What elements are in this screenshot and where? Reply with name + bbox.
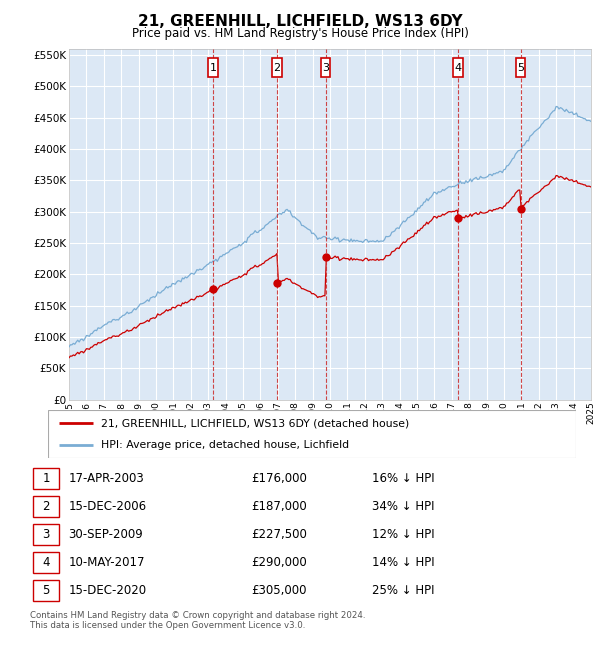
FancyBboxPatch shape (33, 524, 59, 545)
Text: 1: 1 (42, 472, 50, 485)
Text: 4: 4 (42, 556, 50, 569)
FancyBboxPatch shape (33, 580, 59, 601)
Text: 3: 3 (43, 528, 50, 541)
Text: 21, GREENHILL, LICHFIELD, WS13 6DY: 21, GREENHILL, LICHFIELD, WS13 6DY (137, 14, 463, 29)
Text: 1: 1 (210, 62, 217, 73)
FancyBboxPatch shape (453, 58, 463, 77)
Text: £305,000: £305,000 (251, 584, 307, 597)
Text: 4: 4 (455, 62, 461, 73)
Text: 17-APR-2003: 17-APR-2003 (68, 472, 145, 485)
Text: 10-MAY-2017: 10-MAY-2017 (68, 556, 145, 569)
Text: £176,000: £176,000 (251, 472, 307, 485)
Text: 15-DEC-2020: 15-DEC-2020 (68, 584, 147, 597)
FancyBboxPatch shape (33, 496, 59, 517)
Text: 12% ↓ HPI: 12% ↓ HPI (372, 528, 435, 541)
Text: 30-SEP-2009: 30-SEP-2009 (68, 528, 143, 541)
FancyBboxPatch shape (516, 58, 526, 77)
Text: 3: 3 (322, 62, 329, 73)
Text: 2: 2 (274, 62, 280, 73)
Text: 21, GREENHILL, LICHFIELD, WS13 6DY (detached house): 21, GREENHILL, LICHFIELD, WS13 6DY (deta… (101, 418, 409, 428)
FancyBboxPatch shape (208, 58, 218, 77)
Text: Price paid vs. HM Land Registry's House Price Index (HPI): Price paid vs. HM Land Registry's House … (131, 27, 469, 40)
FancyBboxPatch shape (33, 552, 59, 573)
Text: 25% ↓ HPI: 25% ↓ HPI (372, 584, 435, 597)
Text: 14% ↓ HPI: 14% ↓ HPI (372, 556, 435, 569)
Text: 34% ↓ HPI: 34% ↓ HPI (372, 500, 435, 514)
Text: 2: 2 (42, 500, 50, 514)
Text: 16% ↓ HPI: 16% ↓ HPI (372, 472, 435, 485)
FancyBboxPatch shape (272, 58, 282, 77)
Text: 15-DEC-2006: 15-DEC-2006 (68, 500, 147, 514)
Text: £227,500: £227,500 (251, 528, 307, 541)
Text: 5: 5 (517, 62, 524, 73)
FancyBboxPatch shape (321, 58, 331, 77)
Text: £187,000: £187,000 (251, 500, 307, 514)
Text: Contains HM Land Registry data © Crown copyright and database right 2024.
This d: Contains HM Land Registry data © Crown c… (30, 611, 365, 630)
Text: HPI: Average price, detached house, Lichfield: HPI: Average price, detached house, Lich… (101, 439, 349, 450)
Text: £290,000: £290,000 (251, 556, 307, 569)
FancyBboxPatch shape (33, 468, 59, 489)
FancyBboxPatch shape (48, 410, 576, 458)
Text: 5: 5 (43, 584, 50, 597)
